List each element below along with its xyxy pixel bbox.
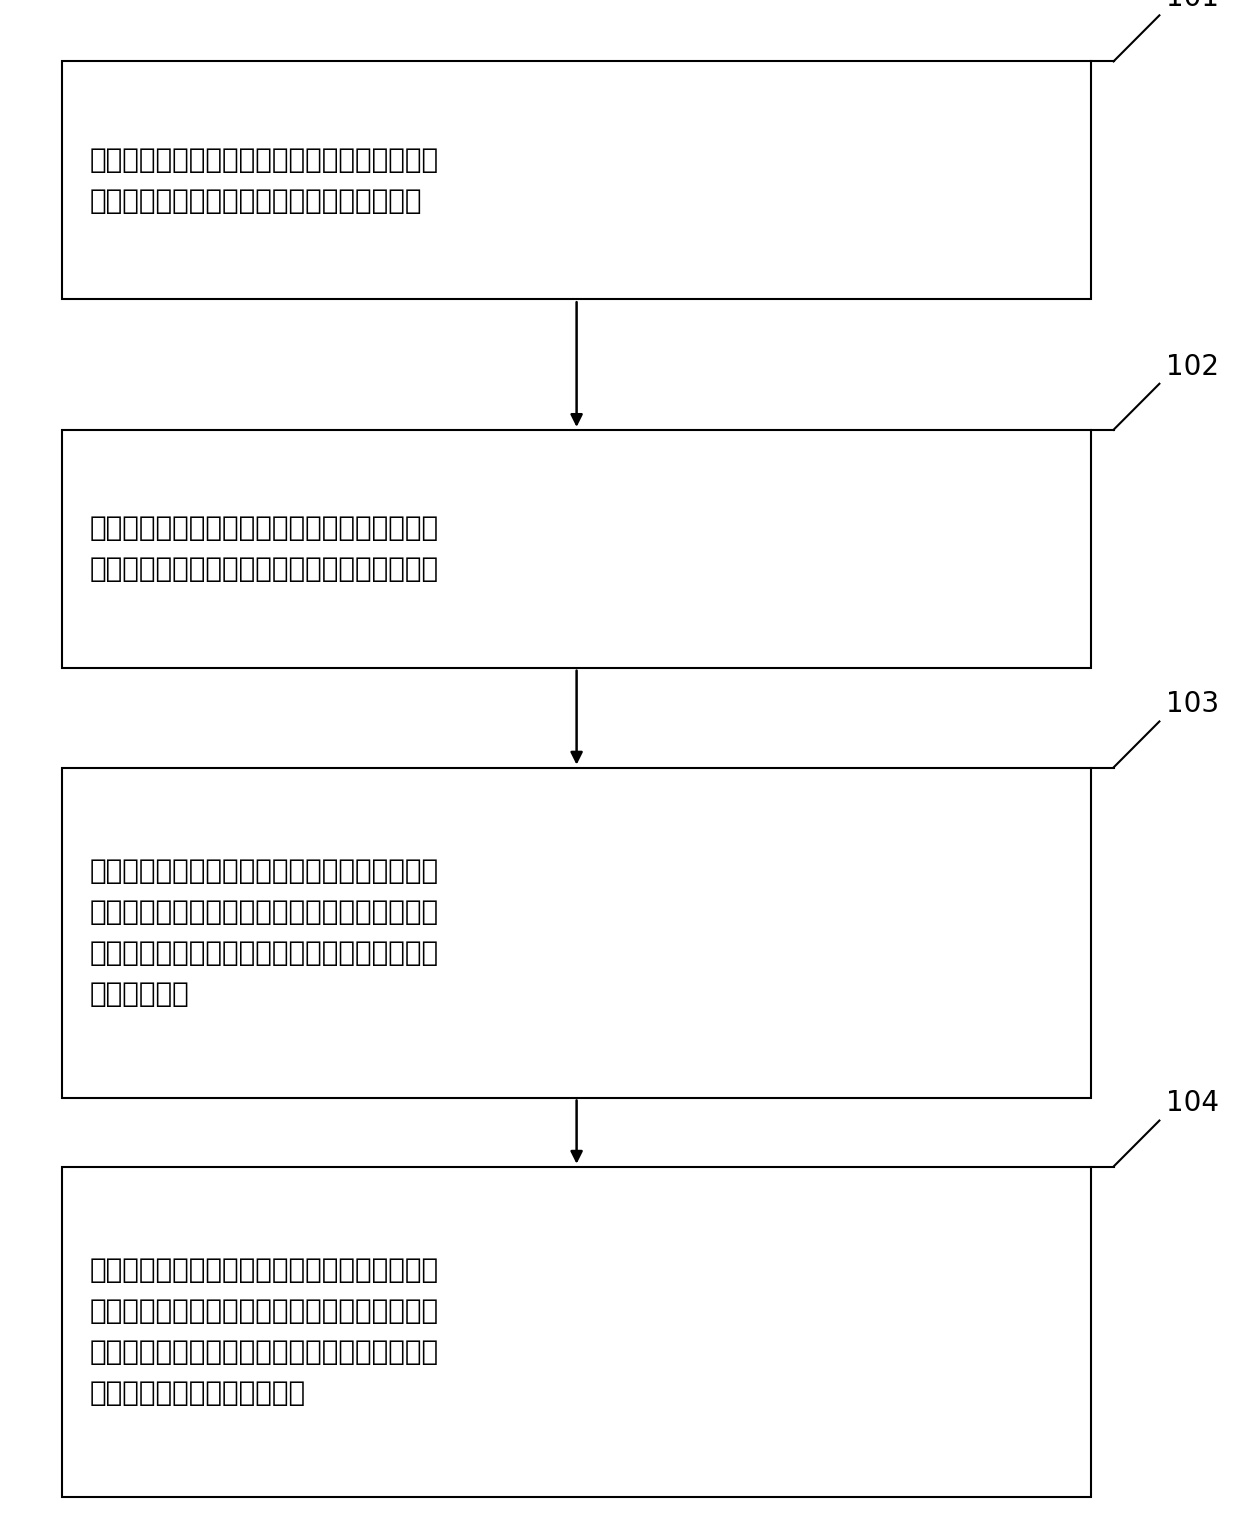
- Text: 102: 102: [1166, 353, 1219, 381]
- Bar: [62, 61, 1091, 299]
- Bar: [62, 768, 1091, 1098]
- Bar: [62, 1167, 1091, 1497]
- Text: 提取包络线中预置的采样时间区间内的峰值点和
峰谷点，得到峰值点变化曲线和峰谷点变化曲线: 提取包络线中预置的采样时间区间内的峰值点和 峰谷点，得到峰值点变化曲线和峰谷点变…: [89, 514, 439, 583]
- Text: 101: 101: [1166, 0, 1219, 12]
- Text: 103: 103: [1166, 691, 1219, 718]
- Text: 根据峰值点变化曲线和峰谷点变化曲线之和，得
到第一谐波分量指数衰减量，以及根据峰值点变
化曲线和峰谷点变化曲线之差，得到第二谐波分
量指数衰减量: 根据峰值点变化曲线和峰谷点变化曲线之和，得 到第一谐波分量指数衰减量，以及根据峰…: [89, 857, 439, 1008]
- Bar: [62, 430, 1091, 668]
- Text: 104: 104: [1166, 1090, 1219, 1117]
- Text: 对通过采样获取到原始双频冲击衰减信号进行包
络提取，得到原始双频冲击衰减信号的包络线: 对通过采样获取到原始双频冲击衰减信号进行包 络提取，得到原始双频冲击衰减信号的包…: [89, 146, 439, 215]
- Text: 通过最小二乘法，分别对第一谐波分量指数衰减
量和第二谐波分量指数衰减量进行计算，得到第
一谐波幅值系数、第一谐波阻尼系数、第二谐波
幅值系数和第二谐波阻尼系数: 通过最小二乘法，分别对第一谐波分量指数衰减 量和第二谐波分量指数衰减量进行计算，…: [89, 1256, 439, 1408]
